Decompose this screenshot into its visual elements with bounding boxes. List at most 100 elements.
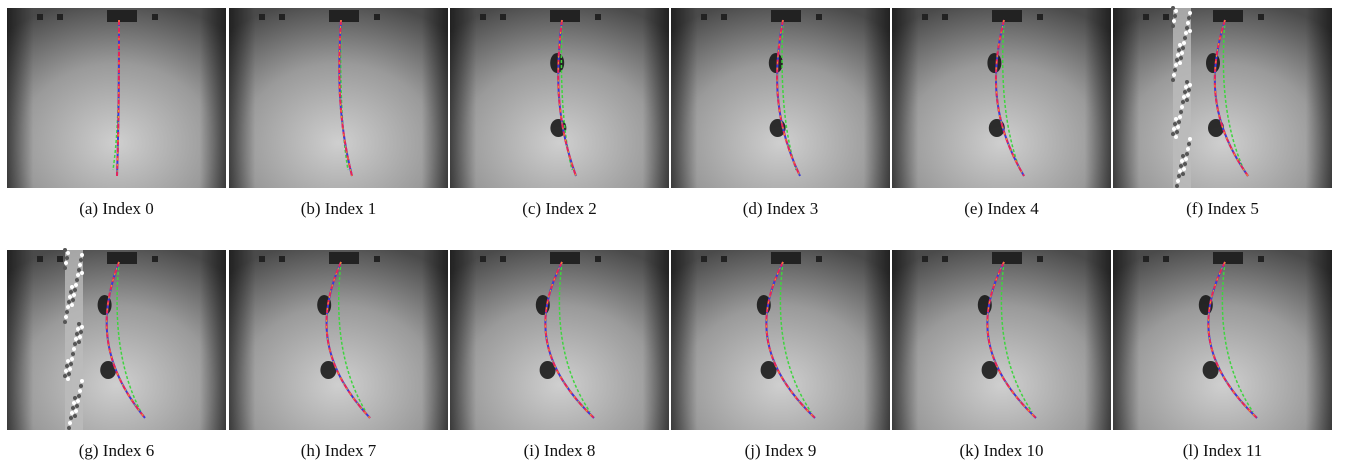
noise: [1187, 142, 1191, 146]
holder: [771, 10, 801, 22]
holder: [107, 252, 137, 264]
panel: [450, 250, 669, 430]
noise: [70, 285, 74, 289]
noise: [64, 261, 68, 265]
noise: [73, 288, 77, 292]
noise: [1174, 117, 1178, 121]
marker: [942, 14, 948, 20]
noise: [80, 271, 84, 275]
marker: [1143, 256, 1149, 262]
caption: (g) Index 6: [79, 441, 155, 460]
noise: [75, 278, 79, 282]
noise: [75, 404, 79, 408]
caption: (b) Index 1: [301, 199, 377, 218]
noise: [72, 347, 76, 351]
marker: [1258, 14, 1264, 20]
noise: [78, 335, 82, 339]
noise: [70, 303, 74, 307]
noise: [1188, 137, 1192, 141]
noise: [74, 283, 78, 287]
panel: [229, 250, 448, 430]
noise: [1178, 43, 1182, 47]
noise: [1185, 80, 1189, 84]
noise: [67, 372, 71, 376]
noise: [75, 332, 79, 336]
noise: [1183, 36, 1187, 40]
panel: [1113, 6, 1332, 188]
caption: (d) Index 3: [743, 199, 819, 218]
noise: [65, 364, 69, 368]
noise: [64, 315, 68, 319]
noise: [77, 394, 81, 398]
marker: [922, 14, 928, 20]
holder: [550, 252, 580, 264]
noise: [1176, 125, 1180, 129]
noise: [1171, 78, 1175, 82]
noise: [1185, 26, 1189, 30]
marker: [721, 256, 727, 262]
marker: [1143, 14, 1149, 20]
noise: [1186, 93, 1190, 97]
caption: (i) Index 8: [524, 441, 596, 460]
holder: [992, 252, 1022, 264]
blob: [987, 53, 1001, 73]
noise: [71, 298, 75, 302]
noise: [1181, 154, 1185, 158]
noise: [1173, 14, 1177, 18]
marker: [37, 256, 43, 262]
noise: [1177, 174, 1181, 178]
marker: [37, 14, 43, 20]
noise: [1172, 127, 1176, 131]
noise: [76, 273, 80, 277]
marker: [374, 256, 380, 262]
noise: [66, 305, 70, 309]
marker: [500, 14, 506, 20]
noise: [1179, 110, 1183, 114]
blob: [1206, 53, 1220, 73]
marker: [1258, 256, 1264, 262]
noise: [1174, 9, 1178, 13]
noise: [79, 384, 83, 388]
panel: [892, 8, 1111, 188]
figure: (a) Index 0(b) Index 1(c) Index 2(d) Ind…: [0, 0, 1345, 471]
caption: (f) Index 5: [1186, 199, 1259, 218]
marker: [279, 14, 285, 20]
marker: [816, 256, 822, 262]
noise: [65, 256, 69, 260]
marker: [152, 14, 158, 20]
image-vignette: [7, 250, 226, 430]
noise: [80, 325, 84, 329]
noise: [63, 248, 67, 252]
noise: [1182, 167, 1186, 171]
image-vignette: [450, 250, 669, 430]
noise: [1184, 31, 1188, 35]
noise: [77, 322, 81, 326]
panel: [671, 8, 890, 188]
noise: [80, 253, 84, 257]
marker: [816, 14, 822, 20]
marker: [1163, 14, 1169, 20]
image-vignette: [229, 250, 448, 430]
image-vignette: [1113, 250, 1332, 430]
panel: [7, 8, 226, 188]
noise: [77, 340, 81, 344]
caption: (l) Index 11: [1183, 441, 1263, 460]
noise: [1177, 48, 1181, 52]
marker: [595, 256, 601, 262]
noise: [1186, 147, 1190, 151]
noise: [1178, 61, 1182, 65]
marker: [57, 256, 63, 262]
marker: [721, 14, 727, 20]
noise: [1184, 157, 1188, 161]
noise: [1174, 63, 1178, 67]
panel: [7, 248, 226, 430]
noise: [1172, 73, 1176, 77]
holder: [771, 252, 801, 264]
holder: [329, 252, 359, 264]
noise: [71, 352, 75, 356]
noise: [1179, 56, 1183, 60]
caption: (e) Index 4: [964, 199, 1039, 218]
caption: (h) Index 7: [301, 441, 377, 460]
noise: [1188, 11, 1192, 15]
noise: [77, 268, 81, 272]
